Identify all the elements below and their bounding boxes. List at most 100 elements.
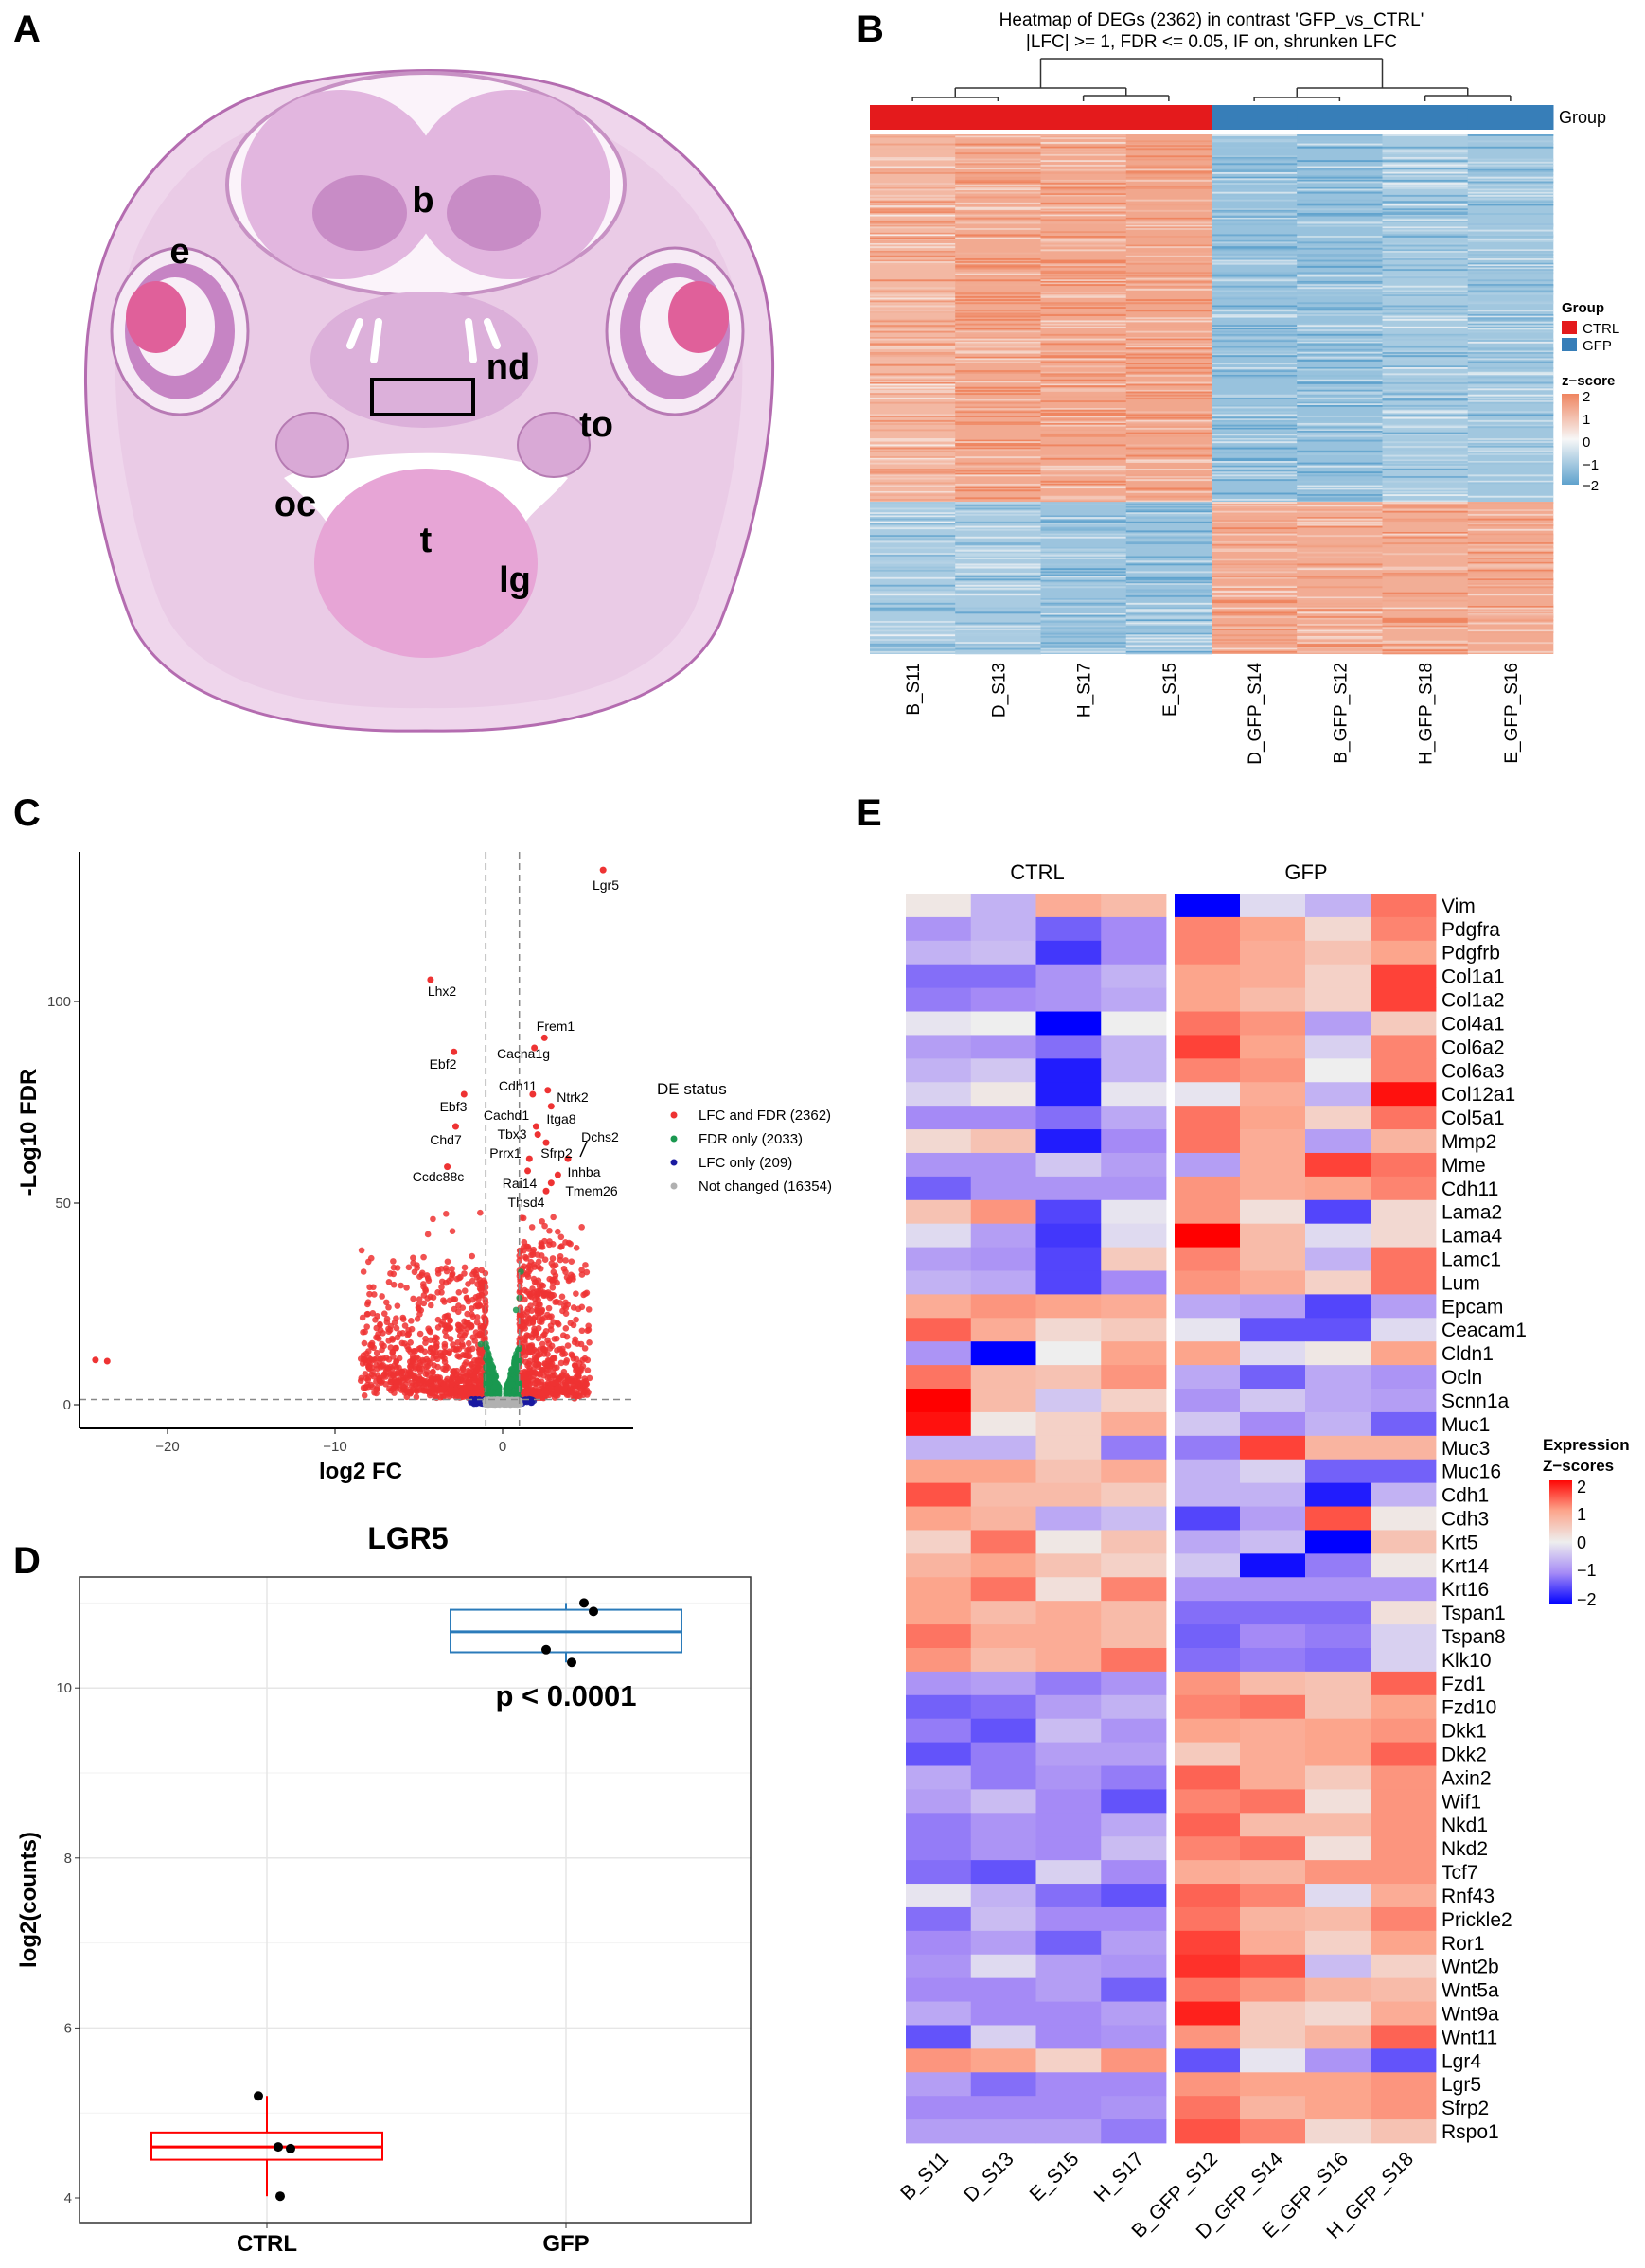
heatmap-cell bbox=[970, 1106, 1036, 1130]
heatmap-stripe bbox=[1382, 244, 1469, 247]
volcano-point bbox=[393, 1364, 400, 1371]
volcano-outlier-point bbox=[92, 1356, 99, 1364]
heatmap-stripe bbox=[870, 310, 956, 313]
heatmap-stripe bbox=[1040, 576, 1127, 579]
heatmap-cell bbox=[970, 1199, 1036, 1225]
heatmap-stripe bbox=[1212, 396, 1298, 399]
heatmap-stripe bbox=[1040, 134, 1127, 136]
heatmap-stripe bbox=[1125, 217, 1212, 220]
heatmap-stripe bbox=[1382, 335, 1469, 338]
heatmap-stripe bbox=[1212, 558, 1298, 561]
volcano-point bbox=[472, 1294, 480, 1301]
boxplot-title: LGR5 bbox=[367, 1521, 448, 1555]
volcano-point bbox=[521, 1238, 528, 1246]
heatmap-cell bbox=[1035, 1789, 1102, 1814]
heatmap-stripe bbox=[1125, 363, 1212, 365]
heatmap-stripe bbox=[1467, 622, 1554, 625]
heatmap-stripe bbox=[870, 553, 956, 556]
volcano-point bbox=[468, 1305, 475, 1312]
heatmap-stripe bbox=[1382, 204, 1469, 206]
heatmap-stripe bbox=[1040, 292, 1127, 294]
heatmap-stripe bbox=[1382, 424, 1469, 427]
heatmap-stripe bbox=[1467, 381, 1554, 383]
heatmap-cell bbox=[1101, 2096, 1167, 2120]
heatmap-stripe bbox=[1467, 565, 1554, 567]
heatmap-stripe bbox=[1467, 554, 1554, 557]
heatmap-stripe bbox=[1040, 294, 1127, 297]
heatmap-stripe bbox=[1040, 548, 1127, 551]
heatmap-stripe bbox=[1040, 500, 1127, 503]
heatmap-stripe bbox=[955, 299, 1041, 302]
heatmap-stripe bbox=[870, 439, 956, 442]
heatmap-cell bbox=[1175, 1176, 1241, 1201]
heatmap-stripe bbox=[1040, 456, 1127, 459]
heatmap-stripe bbox=[1297, 353, 1383, 356]
heatmap-stripe bbox=[1125, 347, 1212, 350]
heatmap-cell bbox=[1035, 1718, 1102, 1744]
heatmap-stripe bbox=[1212, 594, 1298, 597]
heatmap-stripe bbox=[955, 401, 1041, 404]
heatmap-cell bbox=[1035, 1884, 1102, 1908]
heatmap-cell bbox=[1240, 1601, 1306, 1625]
heatmap-cell bbox=[1101, 1954, 1167, 1979]
volcano-point bbox=[573, 1245, 580, 1251]
heatmap-stripe bbox=[955, 513, 1041, 516]
heatmap-stripe bbox=[1125, 145, 1212, 148]
volcano-point bbox=[562, 1257, 569, 1264]
volcano-point bbox=[441, 1343, 449, 1351]
heatmap-stripe bbox=[1297, 424, 1383, 427]
heatmap-cell bbox=[1371, 2001, 1437, 2026]
volcano-point bbox=[473, 1314, 481, 1320]
heatmap-stripe bbox=[1467, 239, 1554, 242]
gene-label: Pdgfra bbox=[1442, 919, 1500, 941]
gene-label: Lama4 bbox=[1442, 1226, 1503, 1248]
volcano-point bbox=[442, 1366, 449, 1373]
heatmap-cell bbox=[1240, 1365, 1306, 1390]
heatmap-stripe bbox=[955, 622, 1041, 625]
volcano-point bbox=[527, 1266, 534, 1273]
sample-point bbox=[286, 2143, 295, 2153]
heatmap-stripe bbox=[1297, 421, 1383, 424]
heatmap-stripe bbox=[1382, 234, 1469, 237]
heatmap-stripe bbox=[1467, 213, 1554, 215]
heatmap-stripe bbox=[870, 643, 956, 646]
heatmap-stripe bbox=[870, 224, 956, 227]
volcano-point bbox=[393, 1324, 400, 1332]
volcano-point bbox=[437, 1266, 445, 1272]
heatmap-stripe bbox=[1040, 483, 1127, 486]
heatmap-cell bbox=[970, 1011, 1036, 1036]
heatmap-stripe bbox=[870, 487, 956, 489]
group-header-gfp: GFP bbox=[1284, 860, 1327, 884]
heatmap-stripe bbox=[1382, 599, 1469, 602]
heatmap-stripe bbox=[1212, 239, 1298, 242]
heatmap-cell bbox=[1175, 1011, 1241, 1036]
heatmap-stripe bbox=[1467, 502, 1554, 505]
volcano-point bbox=[528, 1224, 536, 1231]
heatmap-stripe bbox=[1382, 475, 1469, 478]
group-bar-cell-gfp bbox=[1212, 105, 1298, 130]
heatmap-stripe bbox=[955, 163, 1041, 166]
heatmap-cell bbox=[1101, 1813, 1167, 1837]
heatmap-stripe bbox=[1467, 181, 1554, 184]
heatmap-stripe bbox=[955, 234, 1041, 237]
sample-point bbox=[275, 2191, 285, 2202]
column-label: D_S13 bbox=[989, 663, 1009, 718]
heatmap-stripe bbox=[1467, 579, 1554, 582]
heatmap-stripe bbox=[870, 373, 956, 376]
volcano-point bbox=[399, 1383, 407, 1390]
heatmap-stripe bbox=[1297, 329, 1383, 331]
volcano-point bbox=[360, 1268, 367, 1275]
heatmap-stripe bbox=[955, 610, 1041, 612]
heatmap-cell bbox=[1035, 1906, 1102, 1932]
volcano-point bbox=[408, 1325, 416, 1333]
heatmap-stripe bbox=[1212, 576, 1298, 578]
heatmap-stripe bbox=[1467, 524, 1554, 526]
heatmap-stripe bbox=[1467, 325, 1554, 328]
heatmap-stripe bbox=[1040, 480, 1127, 483]
volcano-point bbox=[527, 1302, 534, 1309]
volcano-point bbox=[477, 1322, 484, 1330]
heatmap-stripe bbox=[955, 521, 1041, 523]
heatmap-stripe bbox=[1212, 366, 1298, 369]
volcano-point bbox=[548, 1291, 555, 1299]
heatmap-stripe bbox=[955, 456, 1041, 459]
